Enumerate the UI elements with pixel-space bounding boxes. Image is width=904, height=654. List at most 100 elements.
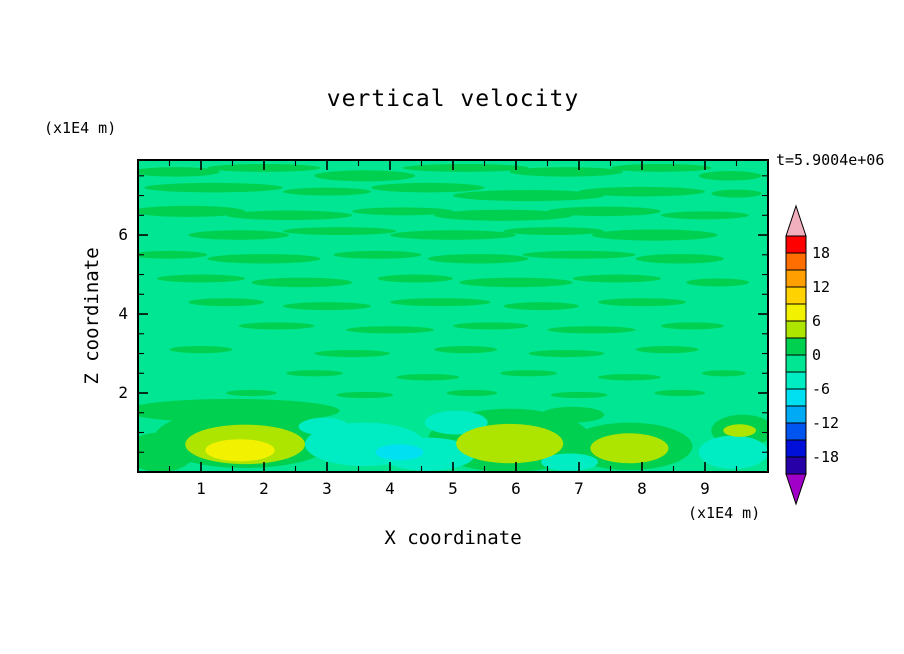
contour-blob [371,182,485,193]
x-tick-label: 4 [385,479,395,498]
colorbar-segment [785,286,807,305]
colorbar-segment [785,388,807,407]
contour-blob [188,298,264,307]
colorbar-segment [785,303,807,322]
contour-blob [333,250,422,259]
contour-blob [226,389,277,397]
contour-blob [282,227,397,236]
contour-blob [446,389,498,397]
colorbar-label: -6 [812,380,831,398]
x-tick-label: 7 [574,479,584,498]
contour-blob [138,205,246,217]
contour-blob [205,439,275,462]
contour-blob [660,322,724,330]
x-tick-label: 3 [322,479,332,498]
colorbar-segment [785,371,807,390]
contour-blob [377,274,454,283]
contour-blob [375,444,424,461]
contour-blob [654,389,705,397]
contour-blob [456,423,564,464]
contour-blob [238,322,315,330]
contour-blob [572,274,661,283]
colorbar-label: 6 [812,312,822,330]
colorbar-segment [785,320,807,339]
contour-blob [298,417,350,436]
contour-blob [226,210,353,221]
colorbar-segment [785,269,807,288]
colorbar-label: 18 [812,244,831,262]
contour-blob [635,346,699,354]
contour-blob [138,432,195,472]
x-tick-label: 6 [511,479,521,498]
contour-blob [282,302,372,311]
contour-blob [698,435,768,469]
colorbar-segment [785,354,807,373]
x-axis-title: X coordinate [384,527,522,549]
contour-blob [547,326,636,334]
contour-blob [503,227,605,236]
x-tick-label: 2 [259,479,269,498]
time-annotation: t=5.9004e+06 [776,151,885,169]
contour-blob [550,391,608,399]
colorbar-segment [785,422,807,441]
z-tick-label: 6 [118,225,128,244]
contour-blob [452,190,605,202]
contour-blob [686,278,750,287]
contour-blob [547,206,661,217]
contour-blob [282,187,372,196]
contour-blob [156,274,246,283]
contour-blob [424,410,488,435]
contour-field [138,163,768,472]
contour-blob [188,230,290,240]
z-axis-title: Z coordinate [81,247,103,385]
z-axis-units-label: (x1E4 m) [44,119,117,137]
page-title: vertical velocity [326,86,580,112]
contour-blob [500,370,557,377]
contour-blob [434,346,498,354]
contour-blob [590,433,669,464]
colorbar-label: -12 [812,414,840,432]
contour-blob [169,346,233,354]
contour-blob [610,163,712,172]
colorbar-segment [785,252,807,271]
colorbar-segment [785,405,807,424]
colorbar-label: 12 [812,278,831,296]
colorbar-label: 0 [812,346,822,364]
x-axis-units-label: (x1E4 m) [688,504,761,522]
colorbar-segment [785,235,807,254]
contour-blob [597,298,687,307]
contour-blob [635,253,724,264]
x-tick-label: 5 [448,479,458,498]
contour-blob [723,424,757,437]
contour-blob [396,374,460,381]
contour-blob [352,207,453,216]
contour-blob [459,277,573,288]
contour-blob [314,349,391,358]
contour-blob [207,253,321,264]
contour-blob [402,163,529,172]
contour-blob [453,322,529,330]
x-tick-label: 8 [637,479,647,498]
contour-blob [336,391,394,399]
contour-blob [138,250,208,259]
contour-blob [345,326,435,334]
contour-blob [541,406,605,423]
contour-blob [503,302,579,311]
contour-blob [434,209,573,221]
contour-blob [251,277,353,288]
colorbar-segment [785,439,807,458]
contour-blob [286,370,343,377]
contour-blob [597,374,661,381]
contour-blob [701,370,746,377]
contour-blob [579,186,705,197]
contour-blob [314,170,416,182]
contour-blob [591,229,718,241]
contour-blob [390,298,491,307]
x-tick-label: 1 [196,479,206,498]
colorbar-segment [785,456,807,475]
contour-blob [144,182,283,193]
colorbar-label: -18 [812,448,840,466]
contour-blob [660,211,750,220]
